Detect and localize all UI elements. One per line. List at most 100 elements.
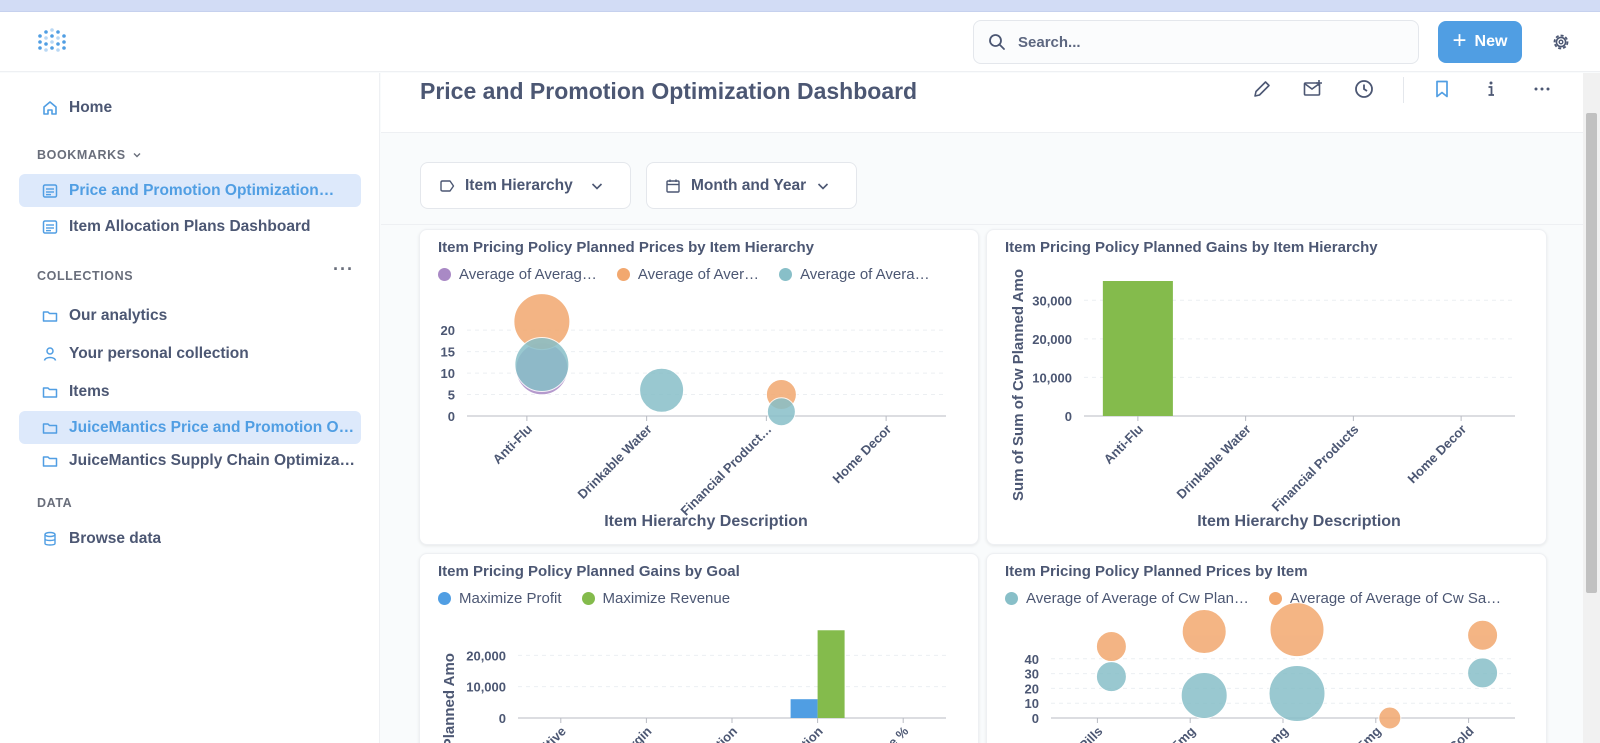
filter-month-year[interactable]: Month and Year: [646, 162, 857, 209]
sidebar-collection-personal[interactable]: Your personal collection: [19, 337, 361, 370]
bookmark-icon[interactable]: [1431, 78, 1453, 100]
top-bar: + New: [0, 12, 1600, 72]
y-tick-label: 10,000: [466, 680, 506, 695]
data-section-title: DATA: [37, 496, 72, 510]
x-tick-label: Financial Product…: [678, 422, 775, 519]
bookmarks-section-title[interactable]: BOOKMARKS: [37, 148, 142, 162]
y-tick-label: 0: [1065, 409, 1072, 424]
info-icon[interactable]: [1480, 78, 1502, 100]
chart-card-gains-by-goal[interactable]: Item Pricing Policy Planned Gains by Goa…: [419, 553, 979, 743]
bubble-point: [639, 367, 685, 413]
legend-item[interactable]: Average of Avera…: [779, 266, 930, 283]
clock-icon[interactable]: [1353, 78, 1375, 100]
y-tick-label: 20,000: [1032, 332, 1072, 347]
home-icon: [43, 100, 57, 115]
bar: [817, 630, 845, 718]
y-tick-label: 15: [441, 345, 455, 360]
bubble-point: [1095, 661, 1127, 693]
legend-swatch: [438, 268, 451, 281]
dashboard-icon: [42, 219, 58, 234]
search-input[interactable]: [1018, 33, 1378, 51]
legend-item[interactable]: Average of Average of Cw Plan…: [1005, 590, 1249, 607]
sidebar-collection-juicemantics-price[interactable]: JuiceMantics Price and Promotion O…: [19, 411, 361, 444]
card-title[interactable]: Item Pricing Policy Planned Prices by It…: [1005, 563, 1308, 580]
x-tick-label: Drinkable Water: [1173, 422, 1253, 502]
sidebar-bookmark-item-allocation[interactable]: Item Allocation Plans Dashboard: [19, 210, 361, 243]
bubble-point: [1268, 665, 1326, 723]
header-divider: [1403, 77, 1404, 103]
x-tick-label: Anti-Flu: [1101, 421, 1146, 466]
bubble-point: [1269, 602, 1325, 658]
bubble-point: [1378, 706, 1402, 730]
y-tick-label: 20,000: [466, 648, 506, 663]
more-icon[interactable]: [1531, 78, 1553, 100]
sidebar-collection-items[interactable]: Items: [19, 375, 361, 408]
main-scrollbar[interactable]: [1583, 73, 1600, 743]
sidebar-collection-our-analytics[interactable]: Our analytics: [19, 299, 361, 332]
chart-card-gains-by-hierarchy[interactable]: Item Pricing Policy Planned Gains by Ite…: [986, 229, 1547, 545]
new-button[interactable]: + New: [1438, 21, 1522, 63]
bubble-point: [1467, 657, 1499, 689]
bubble-point: [1181, 609, 1227, 655]
sidebar-item-home[interactable]: Home: [19, 91, 361, 124]
x-tick-label: Financial Products: [1269, 422, 1362, 515]
x-tick-label: …Cold: [1436, 723, 1476, 743]
search-icon: [989, 34, 1005, 50]
chart-card-prices-by-item[interactable]: Item Pricing Policy Planned Prices by It…: [986, 553, 1547, 743]
sidebar-item-label: Price and Promotion Optimization…: [69, 181, 335, 199]
database-icon: [44, 531, 56, 546]
subscription-icon[interactable]: [1302, 78, 1324, 100]
filter-bar: Item Hierarchy Month and Year: [381, 133, 1583, 225]
card-title[interactable]: Item Pricing Policy Planned Gains by Ite…: [1005, 239, 1378, 256]
y-tick-label: 0: [499, 711, 506, 726]
calendar-icon: [666, 179, 680, 193]
chart-legend: Average of Averag… Average of Aver… Aver…: [438, 266, 930, 283]
chart-card-prices-by-hierarchy[interactable]: Item Pricing Policy Planned Prices by It…: [419, 229, 979, 545]
bar-chart: 0 10,000 20,000 …itive …rgin …tion …tion …e % Cw…: [441, 630, 946, 743]
sidebar-bookmark-price-promotion[interactable]: Price and Promotion Optimization…: [19, 174, 361, 207]
chevron-down-icon: [817, 183, 829, 190]
card-title[interactable]: Item Pricing Policy Planned Prices by It…: [438, 239, 814, 256]
bubble-point: [514, 337, 570, 392]
card-title[interactable]: Item Pricing Policy Planned Gains by Goa…: [438, 563, 740, 580]
bubble-point: [1095, 631, 1127, 663]
bar-chart: 0 10,000 20,000 30,000 Anti-Flu Drinkable Wat…: [1010, 269, 1515, 530]
scatter-chart: 0 5 10 15 20 Anti-Flu Drinkable Water Financial…: [441, 293, 946, 530]
collections-more-icon[interactable]: ···: [333, 259, 354, 279]
filter-item-hierarchy[interactable]: Item Hierarchy: [420, 162, 631, 209]
legend-item[interactable]: Average of Average of Cw Sa…: [1268, 590, 1501, 607]
sidebar-collection-juicemantics-supply[interactable]: JuiceMantics Supply Chain Optimiza…: [19, 444, 361, 477]
metabase-logo-icon[interactable]: [36, 26, 68, 58]
bubble-point: [766, 397, 796, 427]
y-tick-label: 10,000: [1032, 370, 1072, 385]
pencil-icon[interactable]: [1251, 78, 1273, 100]
sidebar-item-label: Your personal collection: [69, 344, 249, 362]
y-tick-label: 20: [441, 323, 455, 338]
x-tick-label: …0 mg: [1250, 723, 1291, 743]
y-axis-title: Sum of Sum of Cw Planned Amo: [1010, 269, 1027, 501]
sidebar-item-label: JuiceMantics Price and Promotion O…: [69, 418, 355, 436]
search-bar[interactable]: [973, 20, 1419, 64]
x-tick-label: …5mg: [1345, 723, 1384, 743]
gear-icon[interactable]: [1551, 32, 1571, 52]
legend-label: Average of Averag…: [459, 266, 597, 283]
legend-swatch: [438, 592, 451, 605]
legend-label: Maximize Profit: [459, 590, 562, 607]
legend-item[interactable]: Average of Aver…: [616, 266, 760, 283]
sidebar-item-label: Our analytics: [69, 306, 168, 324]
folder-icon: [42, 386, 58, 398]
bubble-point: [1180, 671, 1228, 719]
legend-item[interactable]: Maximize Profit: [438, 590, 562, 607]
person-icon: [43, 346, 57, 361]
legend-swatch: [1005, 592, 1018, 605]
legend-item[interactable]: Maximize Revenue: [581, 590, 730, 607]
legend-label: Average of Average of Cw Plan…: [1026, 590, 1249, 607]
scrollbar-thumb[interactable]: [1586, 113, 1597, 593]
y-tick-label: 10: [1025, 696, 1039, 711]
legend-label: Average of Aver…: [637, 266, 760, 283]
browser-top-strip: [0, 0, 1600, 12]
legend-item[interactable]: Average of Averag…: [438, 266, 597, 283]
y-axis-title: Cw Planned Amo: [441, 653, 458, 743]
sidebar-item-browse-data[interactable]: Browse data: [19, 522, 361, 555]
